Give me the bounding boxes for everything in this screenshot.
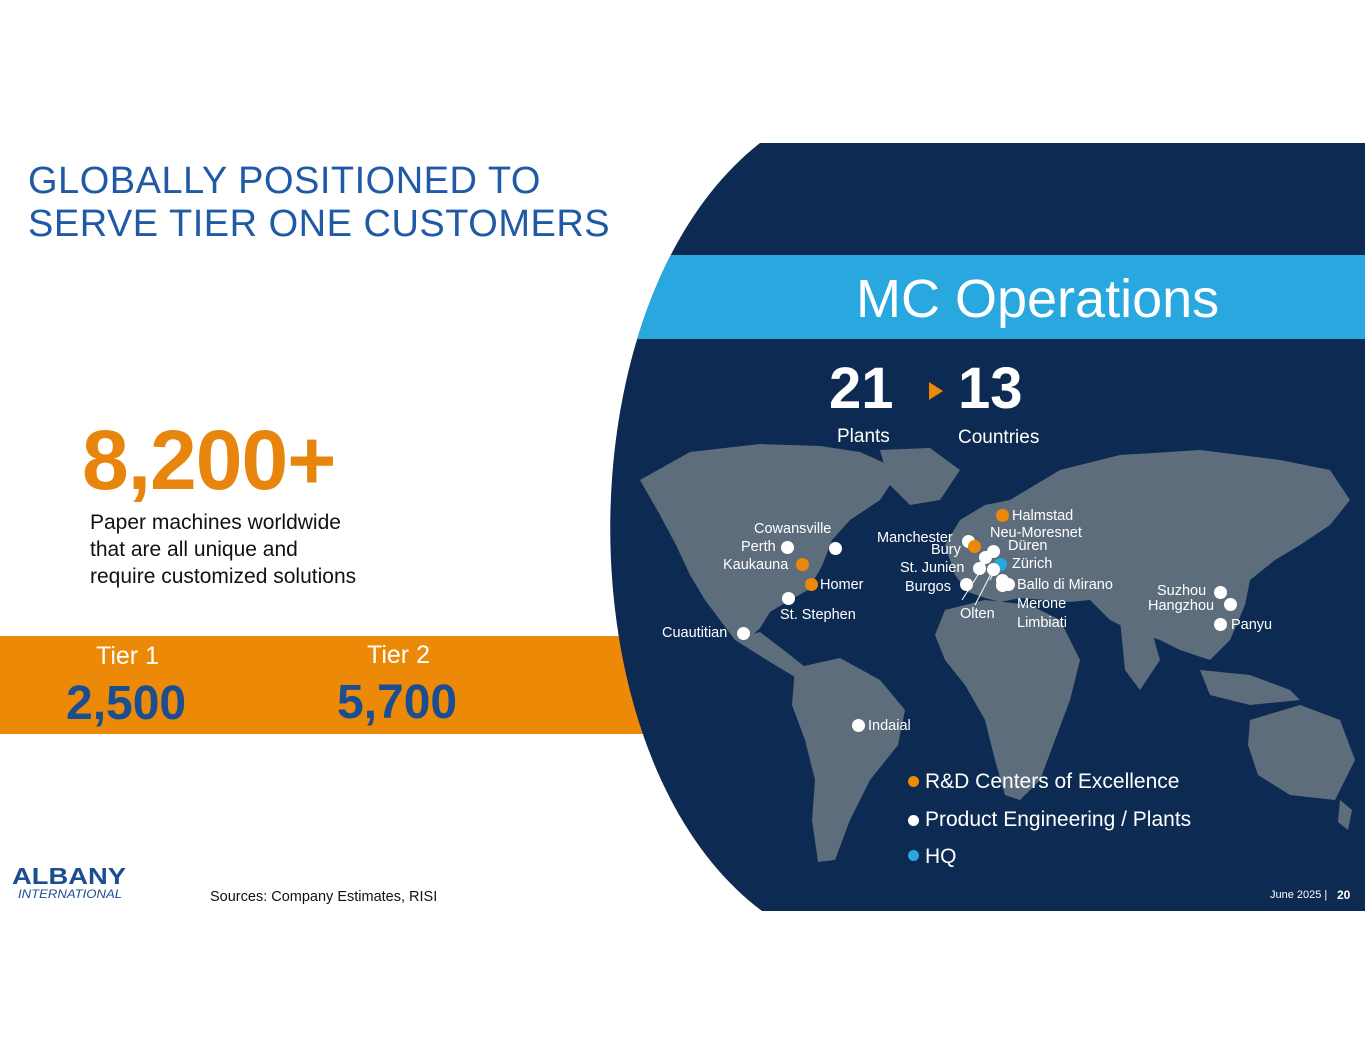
mc-operations-title: MC Operations: [856, 269, 1220, 329]
sources-note: Sources: Company Estimates, RISI: [210, 889, 438, 905]
albany-international-logo: ALBANY INTERNATIONAL: [12, 863, 126, 901]
city-label-panyu: Panyu: [1231, 617, 1273, 633]
se-asia-islands-shape: [1200, 670, 1300, 705]
world-map: [640, 444, 1355, 862]
tier-1-label: Tier 1: [96, 642, 159, 670]
location-marker-st-stephen: [782, 592, 795, 605]
australia-shape: [1248, 705, 1355, 800]
legend-label-rd: R&D Centers of Excellence: [925, 770, 1180, 793]
location-marker-merone: [996, 579, 1009, 592]
city-label-ballo-di-mirano: Ballo di Mirano: [1017, 577, 1113, 593]
india-shape: [1120, 620, 1160, 690]
tier-2-value: 5,700: [337, 676, 458, 729]
svg-text:INTERNATIONAL: INTERNATIONAL: [18, 887, 122, 901]
page-title: GLOBALLY POSITIONED TO SERVE TIER ONE CU…: [28, 160, 610, 246]
location-marker-kaukauna: [796, 558, 809, 571]
title-line-2: SERVE TIER ONE CUSTOMERS: [28, 203, 611, 245]
greenland-shape: [880, 448, 960, 505]
plants-count: 21: [829, 356, 894, 421]
paper-machines-description: Paper machines worldwide that are all un…: [90, 509, 356, 590]
city-label-olten: Olten: [960, 606, 995, 622]
countries-label: Countries: [958, 427, 1040, 448]
legend-dot-hq: [908, 850, 919, 861]
location-marker-olten: [987, 563, 1000, 576]
arrow-icon: [929, 382, 943, 400]
south-america-shape: [792, 658, 905, 862]
tier-2-label: Tier 2: [367, 641, 430, 669]
mc-operations-banner: [610, 255, 1365, 339]
city-label-limbiati: Limbiati: [1017, 615, 1067, 631]
footer-date: June 2025 |: [1270, 889, 1328, 901]
location-marker-cuautitian: [737, 627, 750, 640]
city-label-hangzhou: Hangzhou: [1148, 598, 1215, 614]
city-label-bury: Bury: [931, 542, 961, 558]
eurasia-shape: [945, 450, 1350, 660]
location-marker-panyu: [1214, 618, 1227, 631]
africa-shape: [935, 600, 1080, 800]
location-marker-halmstad: [996, 509, 1009, 522]
countries-count: 13: [958, 356, 1023, 421]
legend-dot-plants: [908, 815, 919, 826]
svg-text:ALBANY: ALBANY: [12, 863, 126, 889]
city-label-suzhou: Suzhou: [1157, 583, 1207, 599]
city-label-kaukauna: Kaukauna: [723, 557, 789, 573]
location-marker-indaial: [852, 719, 865, 732]
desc-line-1: Paper machines worldwide: [90, 511, 341, 534]
location-marker-bury: [968, 540, 981, 553]
city-label-burgos: Burgos: [905, 579, 951, 595]
paper-machines-count: 8,200+: [82, 413, 336, 507]
location-marker-homer: [805, 578, 818, 591]
legend-label-hq: HQ: [925, 845, 957, 868]
tier-band: [0, 636, 680, 734]
title-line-1: GLOBALLY POSITIONED TO: [28, 160, 541, 202]
city-label-manchester: Manchester: [877, 530, 953, 546]
page-number: 20: [1337, 888, 1351, 902]
location-marker-burgos: [960, 578, 973, 591]
city-label-st-stephen: St. Stephen: [780, 607, 856, 623]
city-label-perth: Perth: [741, 539, 776, 555]
tier-1-value: 2,500: [66, 677, 187, 730]
location-marker-hangzhou: [1224, 598, 1237, 611]
city-label-homer: Homer: [820, 577, 864, 593]
location-marker-cowansville: [829, 542, 842, 555]
legend-dot-rd: [908, 776, 919, 787]
city-label-neu-moresnet: Neu-Moresnet: [990, 525, 1082, 541]
desc-line-2: that are all unique and: [90, 538, 298, 561]
city-label-halmstad: Halmstad: [1012, 508, 1074, 524]
plants-label: Plants: [837, 426, 890, 447]
city-label-cowansville: Cowansville: [754, 521, 832, 537]
city-label-cuautitian: Cuautitian: [662, 625, 728, 641]
location-marker-st-junien: [973, 562, 986, 575]
city-label-st-junien: St. Junien: [900, 560, 965, 576]
north-america-shape: [640, 444, 900, 640]
new-zealand-shape: [1338, 800, 1352, 830]
location-marker-duren: [979, 551, 992, 564]
city-label-zurich: Zürich: [1012, 556, 1053, 572]
city-label-duren: Düren: [1008, 538, 1048, 554]
location-marker-perth: [781, 541, 794, 554]
desc-line-3: require customized solutions: [90, 565, 357, 588]
city-label-indaial: Indaial: [868, 718, 911, 734]
legend-label-plants: Product Engineering / Plants: [925, 808, 1192, 831]
location-marker-suzhou: [1214, 586, 1227, 599]
city-label-merone: Merone: [1017, 596, 1067, 612]
